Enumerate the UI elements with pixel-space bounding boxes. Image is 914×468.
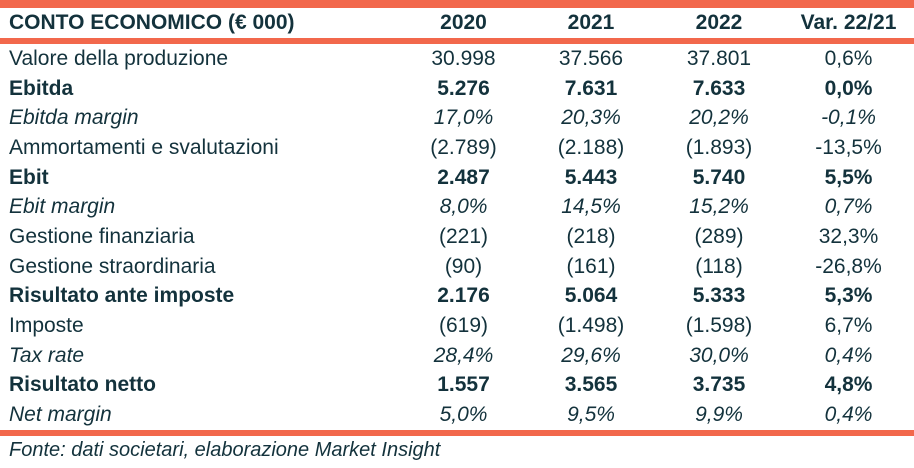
- row-value-var-22-21: 5,3%: [824, 284, 873, 308]
- row-value-2020: (90): [444, 254, 483, 278]
- table-row: Risultato netto 1.557 3.565 3.735 4,8%: [0, 371, 914, 401]
- column-header-2021: 2021: [567, 11, 615, 34]
- row-value-2020: (619): [438, 314, 489, 338]
- row-label: Gestione straordinaria: [9, 254, 216, 278]
- table-row: Tax rate 28,4% 29,6% 30,0% 0,4%: [0, 341, 914, 371]
- table-row: Gestione finanziaria (221) (218) (289) 32,3%: [0, 222, 914, 252]
- row-value-2022: (1.893): [685, 135, 753, 159]
- row-value-2022: 20,2%: [689, 106, 749, 130]
- row-value-2021: (161): [566, 254, 616, 278]
- row-label: Net margin: [9, 403, 112, 427]
- row-value-2021: 5.064: [564, 284, 618, 308]
- table-row: Ebit 2.487 5.443 5.740 5,5%: [0, 163, 914, 193]
- table-body: Valore della produzione 30.998 37.566 37.80…: [0, 44, 914, 430]
- table-header-row: CONTO ECONOMICO (€ 000) 2020 2021 2022 V…: [0, 8, 914, 38]
- row-value-2020: 1.557: [437, 373, 490, 397]
- row-value-2020: 17,0%: [433, 106, 494, 130]
- source-note: Fonte: dati societari, elaborazione Mark…: [9, 439, 441, 462]
- row-value-var-22-21: 0,4%: [824, 403, 873, 427]
- row-value-var-22-21: 0,0%: [824, 76, 873, 100]
- table-title: CONTO ECONOMICO (€ 000): [9, 11, 295, 34]
- table-row: Gestione straordinaria (90) (161) (118) -26,…: [0, 252, 914, 282]
- row-label: Risultato ante imposte: [9, 284, 235, 308]
- row-value-2021: 5.443: [564, 165, 618, 189]
- row-label: Ebitda margin: [9, 106, 139, 130]
- table-row: Risultato ante imposte 2.176 5.064 5.333 5,3…: [0, 282, 914, 312]
- row-label: Imposte: [9, 314, 84, 338]
- column-header-var: Var. 22/21: [800, 11, 897, 34]
- top-accent-bar: [0, 0, 914, 8]
- row-value-2020: 5.276: [437, 76, 490, 100]
- row-value-var-22-21: 0,7%: [824, 195, 873, 219]
- row-value-2022: 30,0%: [689, 343, 749, 367]
- row-label: Ammortamenti e svalutazioni: [9, 135, 279, 159]
- row-value-var-22-21: -26,8%: [815, 254, 882, 278]
- row-label: Ebit margin: [9, 195, 116, 219]
- row-value-var-22-21: 5,5%: [824, 165, 873, 189]
- row-value-2022: 3.735: [692, 373, 746, 397]
- row-label: Risultato netto: [9, 373, 156, 397]
- row-value-2020: 8,0%: [439, 195, 488, 219]
- table-row: Imposte (619) (1.498) (1.598) 6,7%: [0, 311, 914, 341]
- row-value-2021: 14,5%: [561, 195, 621, 219]
- row-value-var-22-21: 32,3%: [818, 224, 879, 248]
- row-value-2020: 5,0%: [439, 403, 488, 427]
- row-value-2020: 30.998: [431, 46, 496, 70]
- row-value-2020: (2.789): [430, 135, 497, 159]
- row-value-2021: (1.498): [557, 314, 625, 338]
- table-row: Ebitda 5.276 7.631 7.633 0,0%: [0, 74, 914, 104]
- column-header-2022: 2022: [695, 11, 743, 34]
- row-label: Tax rate: [9, 343, 85, 367]
- row-value-2021: 7.631: [564, 76, 618, 100]
- row-value-2022: 5.333: [692, 284, 746, 308]
- row-value-var-22-21: 4,8%: [824, 373, 873, 397]
- row-label: Ebit: [9, 165, 49, 189]
- row-value-2022: 37.801: [686, 46, 752, 70]
- row-value-2020: 28,4%: [433, 343, 494, 367]
- row-value-2020: 2.176: [437, 284, 490, 308]
- row-value-2020: 2.487: [437, 165, 490, 189]
- row-label: Gestione finanziaria: [9, 224, 195, 248]
- row-value-var-22-21: 0,6%: [824, 46, 873, 70]
- header-divider-bar: [0, 38, 914, 44]
- row-value-2022: (118): [695, 254, 743, 278]
- row-value-2022: 15,2%: [689, 195, 749, 219]
- row-value-2022: 9,9%: [695, 403, 743, 427]
- row-value-2021: 9,5%: [567, 403, 615, 427]
- row-value-2021: (2.188): [557, 135, 625, 159]
- row-label: Valore della produzione: [9, 46, 229, 70]
- row-value-2021: 20,3%: [561, 106, 621, 130]
- row-value-2021: 29,6%: [561, 343, 621, 367]
- bottom-accent-bar: [0, 429, 914, 436]
- row-value-var-22-21: -0,1%: [821, 106, 876, 130]
- row-label: Ebitda: [9, 76, 74, 100]
- table-row: Valore della produzione 30.998 37.566 37.80…: [0, 44, 914, 74]
- row-value-2020: (221): [438, 224, 489, 248]
- row-value-var-22-21: 6,7%: [824, 314, 873, 338]
- row-value-2021: (218): [566, 224, 616, 248]
- row-value-2022: 7.633: [692, 76, 746, 100]
- row-value-2021: 37.566: [558, 46, 624, 70]
- row-value-2022: (289): [694, 224, 744, 248]
- row-value-2022: 5.740: [692, 165, 746, 189]
- row-value-var-22-21: 0,4%: [824, 343, 873, 367]
- column-header-2020: 2020: [440, 11, 487, 34]
- row-value-2021: 3.565: [564, 373, 618, 397]
- table-row: Ammortamenti e svalutazioni (2.789) (2.188…: [0, 133, 914, 163]
- row-value-var-22-21: -13,5%: [815, 135, 882, 159]
- table-row: Net margin 5,0% 9,5% 9,9% 0,4%: [0, 400, 914, 430]
- table-row: Ebit margin 8,0% 14,5% 15,2% 0,7%: [0, 192, 914, 222]
- table-row: Ebitda margin 17,0% 20,3% 20,2% -0,1%: [0, 103, 914, 133]
- row-value-2022: (1.598): [685, 314, 753, 338]
